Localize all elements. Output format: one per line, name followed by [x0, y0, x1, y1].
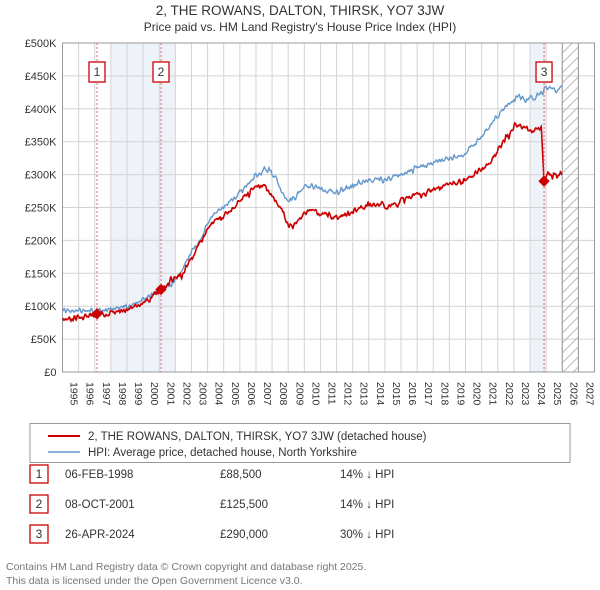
svg-text:£125,500: £125,500	[220, 499, 268, 511]
svg-text:£450K: £450K	[25, 71, 57, 83]
svg-text:£290,000: £290,000	[220, 529, 268, 541]
svg-text:£500K: £500K	[25, 38, 57, 50]
svg-text:2, THE ROWANS, DALTON, THIRSK,: 2, THE ROWANS, DALTON, THIRSK, YO7 3JW (…	[88, 431, 427, 443]
svg-text:£150K: £150K	[25, 268, 57, 280]
svg-text:£100K: £100K	[25, 301, 57, 313]
svg-text:2014: 2014	[374, 382, 386, 406]
svg-text:1: 1	[94, 65, 101, 79]
svg-text:1: 1	[36, 467, 43, 481]
svg-text:2019: 2019	[454, 382, 466, 406]
svg-text:£300K: £300K	[25, 170, 57, 182]
svg-text:2017: 2017	[422, 382, 434, 406]
svg-text:2013: 2013	[358, 382, 370, 406]
svg-text:2024: 2024	[535, 382, 547, 406]
svg-text:06-FEB-1998: 06-FEB-1998	[65, 469, 133, 481]
svg-text:2009: 2009	[293, 382, 305, 406]
svg-text:£0: £0	[44, 367, 56, 379]
svg-text:2005: 2005	[229, 382, 241, 406]
svg-text:26-APR-2024: 26-APR-2024	[65, 529, 135, 541]
svg-text:2023: 2023	[519, 382, 531, 406]
svg-text:1996: 1996	[84, 382, 96, 406]
svg-text:3: 3	[36, 527, 43, 541]
svg-text:2021: 2021	[487, 382, 499, 406]
svg-text:2011: 2011	[326, 382, 338, 405]
svg-text:2012: 2012	[342, 382, 354, 406]
svg-text:2015: 2015	[390, 382, 402, 406]
svg-text:2016: 2016	[406, 382, 418, 406]
svg-text:3: 3	[541, 65, 548, 79]
svg-text:2000: 2000	[148, 382, 160, 406]
svg-text:2010: 2010	[309, 382, 321, 406]
svg-text:2006: 2006	[245, 382, 257, 406]
svg-text:HPI: Average price, detached h: HPI: Average price, detached house, Nort…	[88, 447, 357, 459]
svg-text:2: 2	[158, 65, 165, 79]
svg-text:£400K: £400K	[25, 104, 57, 116]
svg-text:2007: 2007	[261, 382, 273, 406]
svg-text:2: 2	[36, 497, 43, 511]
svg-text:30% ↓ HPI: 30% ↓ HPI	[340, 529, 394, 541]
svg-text:1999: 1999	[132, 382, 144, 406]
svg-text:14% ↓ HPI: 14% ↓ HPI	[340, 469, 394, 481]
svg-text:2026: 2026	[567, 382, 579, 406]
svg-text:08-OCT-2001: 08-OCT-2001	[65, 499, 135, 511]
svg-text:2004: 2004	[213, 382, 225, 406]
svg-text:1997: 1997	[100, 382, 112, 406]
svg-text:2020: 2020	[471, 382, 483, 406]
svg-text:14% ↓ HPI: 14% ↓ HPI	[340, 499, 394, 511]
svg-text:2002: 2002	[180, 382, 192, 406]
svg-text:£200K: £200K	[25, 235, 57, 247]
svg-text:2025: 2025	[551, 382, 563, 406]
svg-text:2022: 2022	[503, 382, 515, 406]
svg-text:2018: 2018	[438, 382, 450, 406]
svg-text:£250K: £250K	[25, 203, 57, 215]
svg-text:2001: 2001	[164, 382, 176, 406]
svg-text:£350K: £350K	[25, 137, 57, 149]
svg-text:2027: 2027	[583, 382, 595, 406]
svg-text:£50K: £50K	[31, 334, 57, 346]
svg-text:2008: 2008	[277, 382, 289, 406]
svg-text:£88,500: £88,500	[220, 469, 262, 481]
svg-text:2003: 2003	[197, 382, 209, 406]
svg-text:1995: 1995	[68, 382, 80, 406]
svg-text:1998: 1998	[116, 382, 128, 406]
